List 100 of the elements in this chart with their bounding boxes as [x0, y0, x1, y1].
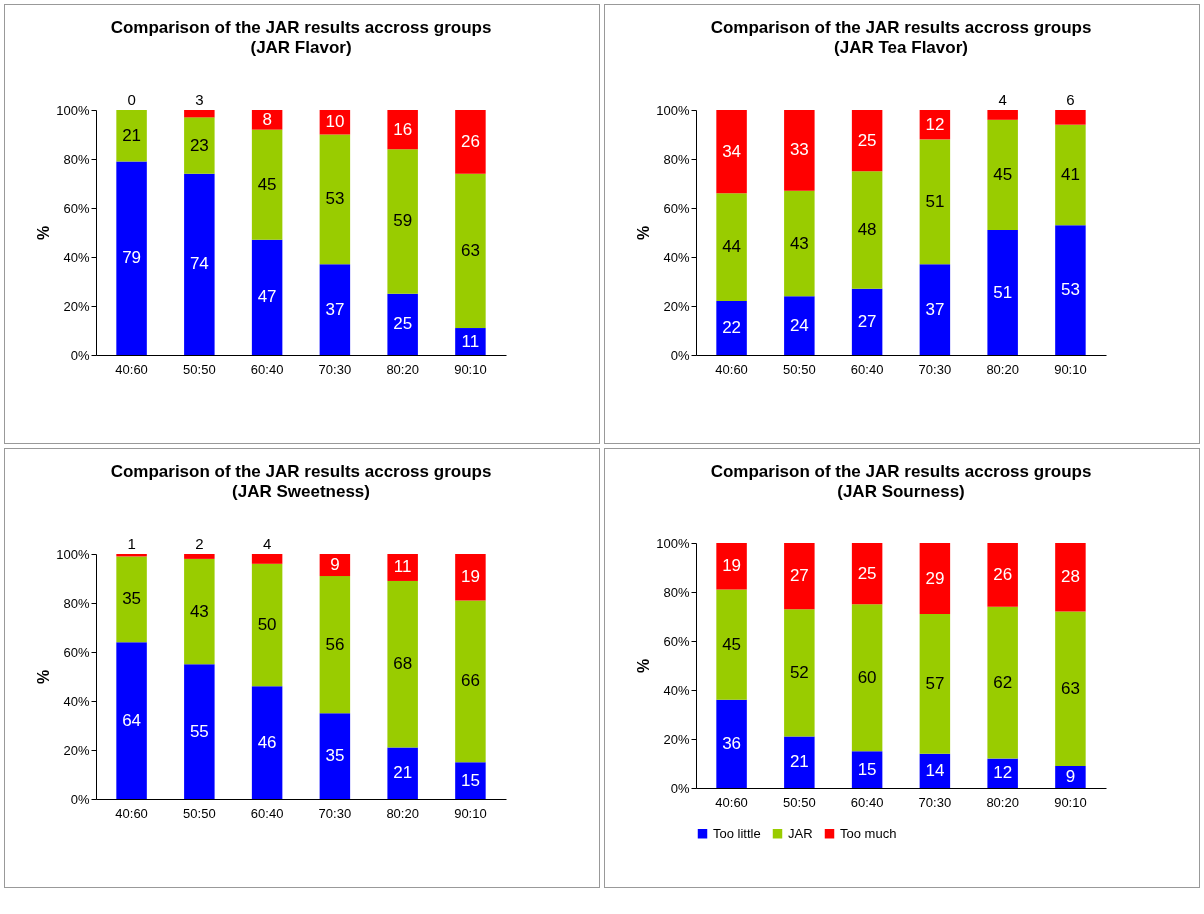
- y-tick-label: 100%: [56, 546, 90, 562]
- bar: [784, 110, 815, 191]
- data-label: 60: [857, 667, 877, 687]
- bar: [251, 686, 283, 799]
- bar: [987, 119, 1018, 231]
- data-label: 12: [993, 763, 1013, 783]
- x-tick-label: 60:40: [250, 361, 284, 377]
- bar: [184, 110, 215, 118]
- y-tick-label: 80%: [663, 151, 690, 167]
- bar: [184, 554, 215, 559]
- data-label: 25: [857, 563, 877, 583]
- bar: [319, 576, 351, 714]
- bar: [987, 543, 1018, 607]
- data-label: 46: [257, 732, 277, 752]
- data-label: 51: [925, 191, 945, 211]
- y-tick-label: 60%: [663, 633, 690, 649]
- bar: [455, 173, 486, 329]
- chart-title: Comparison of the JAR results accross groups: [110, 18, 492, 37]
- chart-title: Comparison of the JAR results accross groups: [710, 18, 1092, 37]
- data-label: 36: [722, 733, 742, 753]
- y-axis-title: %: [35, 225, 53, 241]
- y-tick-label: 80%: [663, 584, 690, 600]
- y-tick-label: 20%: [63, 742, 90, 758]
- bar: [387, 293, 418, 355]
- data-label: 24: [789, 315, 809, 335]
- bar: [784, 296, 815, 355]
- x-tick-label: 70:30: [318, 361, 352, 377]
- data-label: 3: [195, 91, 204, 108]
- bar: [851, 110, 883, 172]
- data-label: 6: [1066, 91, 1075, 108]
- bar: [387, 554, 418, 581]
- data-label: 11: [461, 331, 480, 351]
- data-label: 9: [330, 555, 340, 575]
- y-tick-label: 80%: [63, 151, 90, 167]
- data-label: 63: [1060, 678, 1080, 698]
- data-label: 26: [460, 131, 480, 151]
- x-tick-label: 40:60: [115, 361, 148, 377]
- y-tick-label: 100%: [656, 102, 690, 118]
- bar: [251, 563, 283, 687]
- x-tick-label: 80:20: [986, 794, 1019, 810]
- bar: [851, 171, 883, 289]
- bar: [851, 288, 883, 355]
- data-label: 16: [393, 119, 413, 139]
- x-tick-label: 50:50: [783, 361, 816, 377]
- data-label: 27: [857, 311, 877, 331]
- bar: [716, 110, 747, 194]
- data-label: 63: [460, 240, 480, 260]
- data-label: 47: [257, 287, 277, 307]
- bar: [319, 264, 351, 355]
- bar: [455, 554, 486, 601]
- data-label: 74: [189, 254, 209, 274]
- bar: [184, 558, 215, 665]
- bar: [387, 580, 418, 748]
- data-label: 0: [127, 91, 136, 108]
- data-label: 26: [993, 564, 1013, 584]
- data-label: 41: [1060, 164, 1080, 184]
- data-label: 53: [325, 189, 345, 209]
- bar: [116, 556, 147, 643]
- data-label: 45: [722, 634, 742, 654]
- data-label: 68: [393, 654, 413, 674]
- data-label: 29: [925, 568, 945, 588]
- bar: [784, 609, 815, 737]
- data-label: 21: [789, 752, 809, 772]
- y-tick-label: 100%: [56, 102, 90, 118]
- bar: [851, 543, 883, 605]
- bar: [919, 264, 951, 355]
- bar: [319, 134, 351, 265]
- data-label: 10: [325, 112, 345, 132]
- data-label: 2: [195, 535, 204, 552]
- data-label: 22: [722, 318, 742, 338]
- data-label: 12: [925, 114, 945, 134]
- x-tick-label: 50:50: [183, 361, 216, 377]
- x-tick-label: 90:10: [1054, 794, 1087, 810]
- x-tick-label: 40:60: [115, 805, 148, 821]
- bar: [919, 543, 951, 615]
- x-tick-label: 80:20: [386, 361, 419, 377]
- bar: [387, 110, 418, 150]
- bar: [251, 554, 283, 564]
- y-tick-label: 0%: [670, 347, 690, 363]
- data-label: 50: [257, 615, 277, 635]
- bar: [251, 239, 283, 355]
- y-tick-label: 100%: [656, 535, 690, 551]
- y-axis-title: %: [635, 225, 653, 241]
- y-tick-label: 60%: [63, 644, 90, 660]
- bar: [784, 736, 815, 788]
- data-label: 23: [189, 135, 209, 155]
- bar: [455, 600, 486, 763]
- bar: [716, 589, 747, 700]
- bar: [919, 614, 951, 754]
- x-tick-label: 70:30: [918, 794, 952, 810]
- bar: [987, 606, 1018, 759]
- data-label: 14: [925, 760, 945, 780]
- bar: [387, 747, 418, 799]
- data-label: 44: [722, 237, 742, 257]
- x-tick-label: 70:30: [918, 361, 952, 377]
- data-label: 59: [393, 211, 413, 231]
- bar: [184, 664, 215, 799]
- x-tick-label: 90:10: [454, 805, 487, 821]
- y-tick-label: 60%: [63, 200, 90, 216]
- bar: [184, 173, 215, 355]
